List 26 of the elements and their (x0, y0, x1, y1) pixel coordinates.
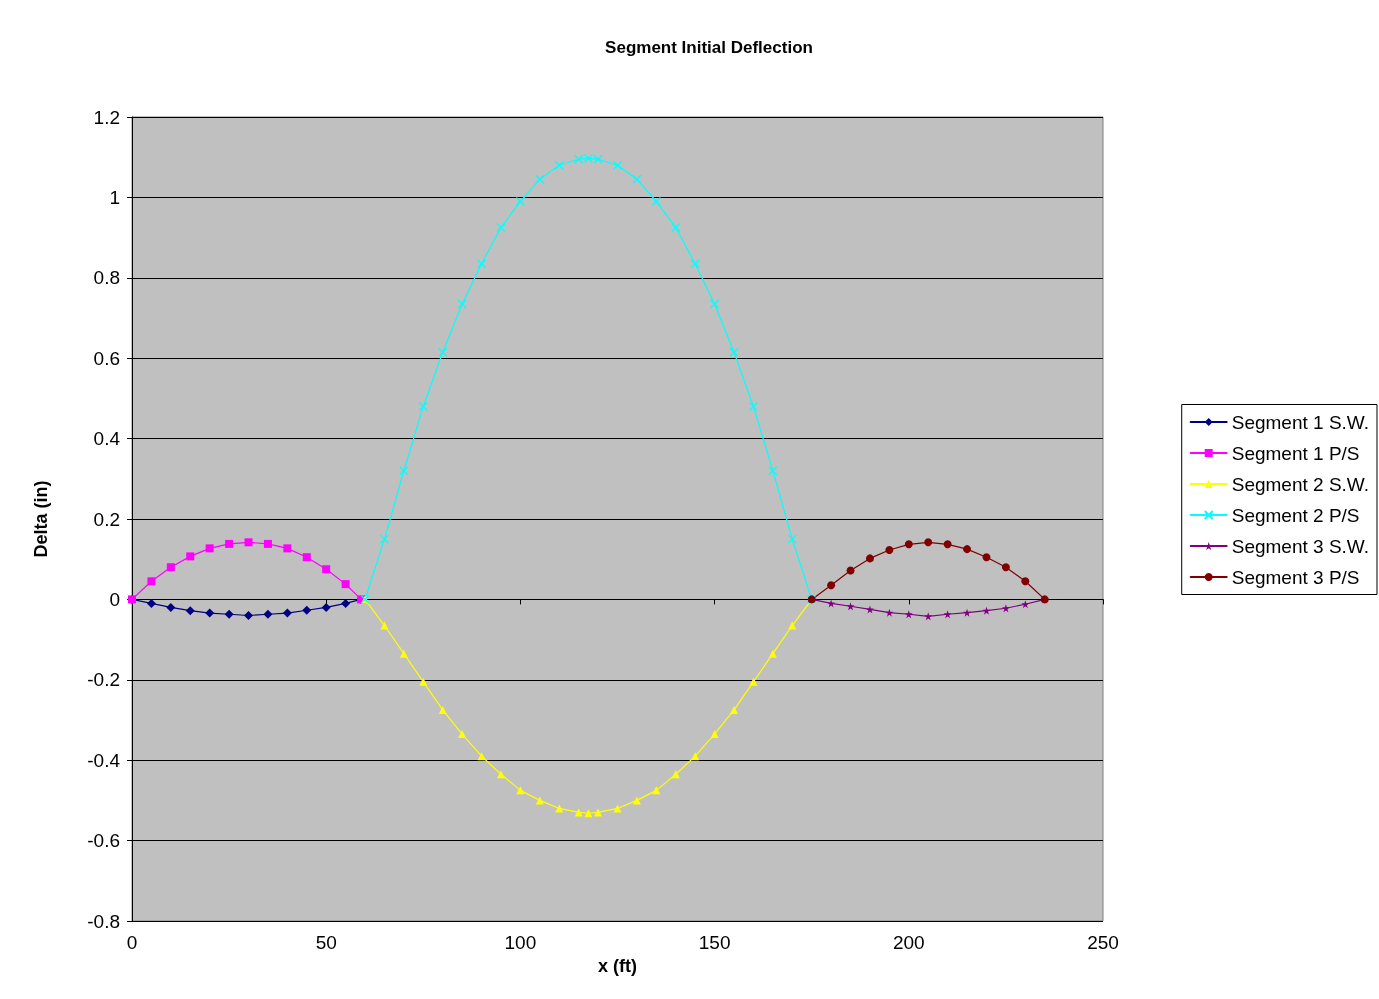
y-tick-label: -0.6 (87, 830, 120, 852)
chart-title: Segment Initial Deflection (605, 38, 813, 57)
legend-label: Segment 1 S.W. (1231, 411, 1370, 433)
y-tick-label: 0 (109, 588, 120, 610)
x-axis-title: x (ft) (598, 955, 637, 976)
x-tick-label: 150 (698, 932, 731, 953)
x-tick-label: 100 (504, 932, 537, 953)
y-tick-label: 0.6 (93, 347, 120, 369)
x-tick-label: 200 (892, 932, 925, 953)
y-tick-label: 1 (109, 186, 120, 208)
y-tick-label: -0.4 (87, 749, 121, 771)
legend-label: Segment 3 S.W. (1231, 535, 1370, 557)
x-tick-label: 250 (1087, 932, 1119, 953)
y-tick-label: 0.2 (93, 508, 120, 530)
legend-label: Segment 2 P/S (1231, 504, 1360, 526)
legend-label: Segment 1 P/S (1231, 442, 1360, 464)
y-tick-label: -0.8 (87, 910, 120, 932)
y-axis-title: Delta (in) (31, 480, 51, 558)
y-tick-label: 0.4 (93, 428, 121, 450)
y-tick-label: -0.2 (87, 669, 120, 691)
y-tick-label: 0.8 (93, 267, 120, 289)
legend-label: Segment 2 S.W. (1231, 473, 1370, 495)
x-tick-label: 50 (315, 932, 337, 953)
x-tick-label: 0 (126, 932, 138, 953)
legend-label: Segment 3 P/S (1231, 566, 1360, 588)
y-tick-label: 1.2 (93, 106, 120, 128)
